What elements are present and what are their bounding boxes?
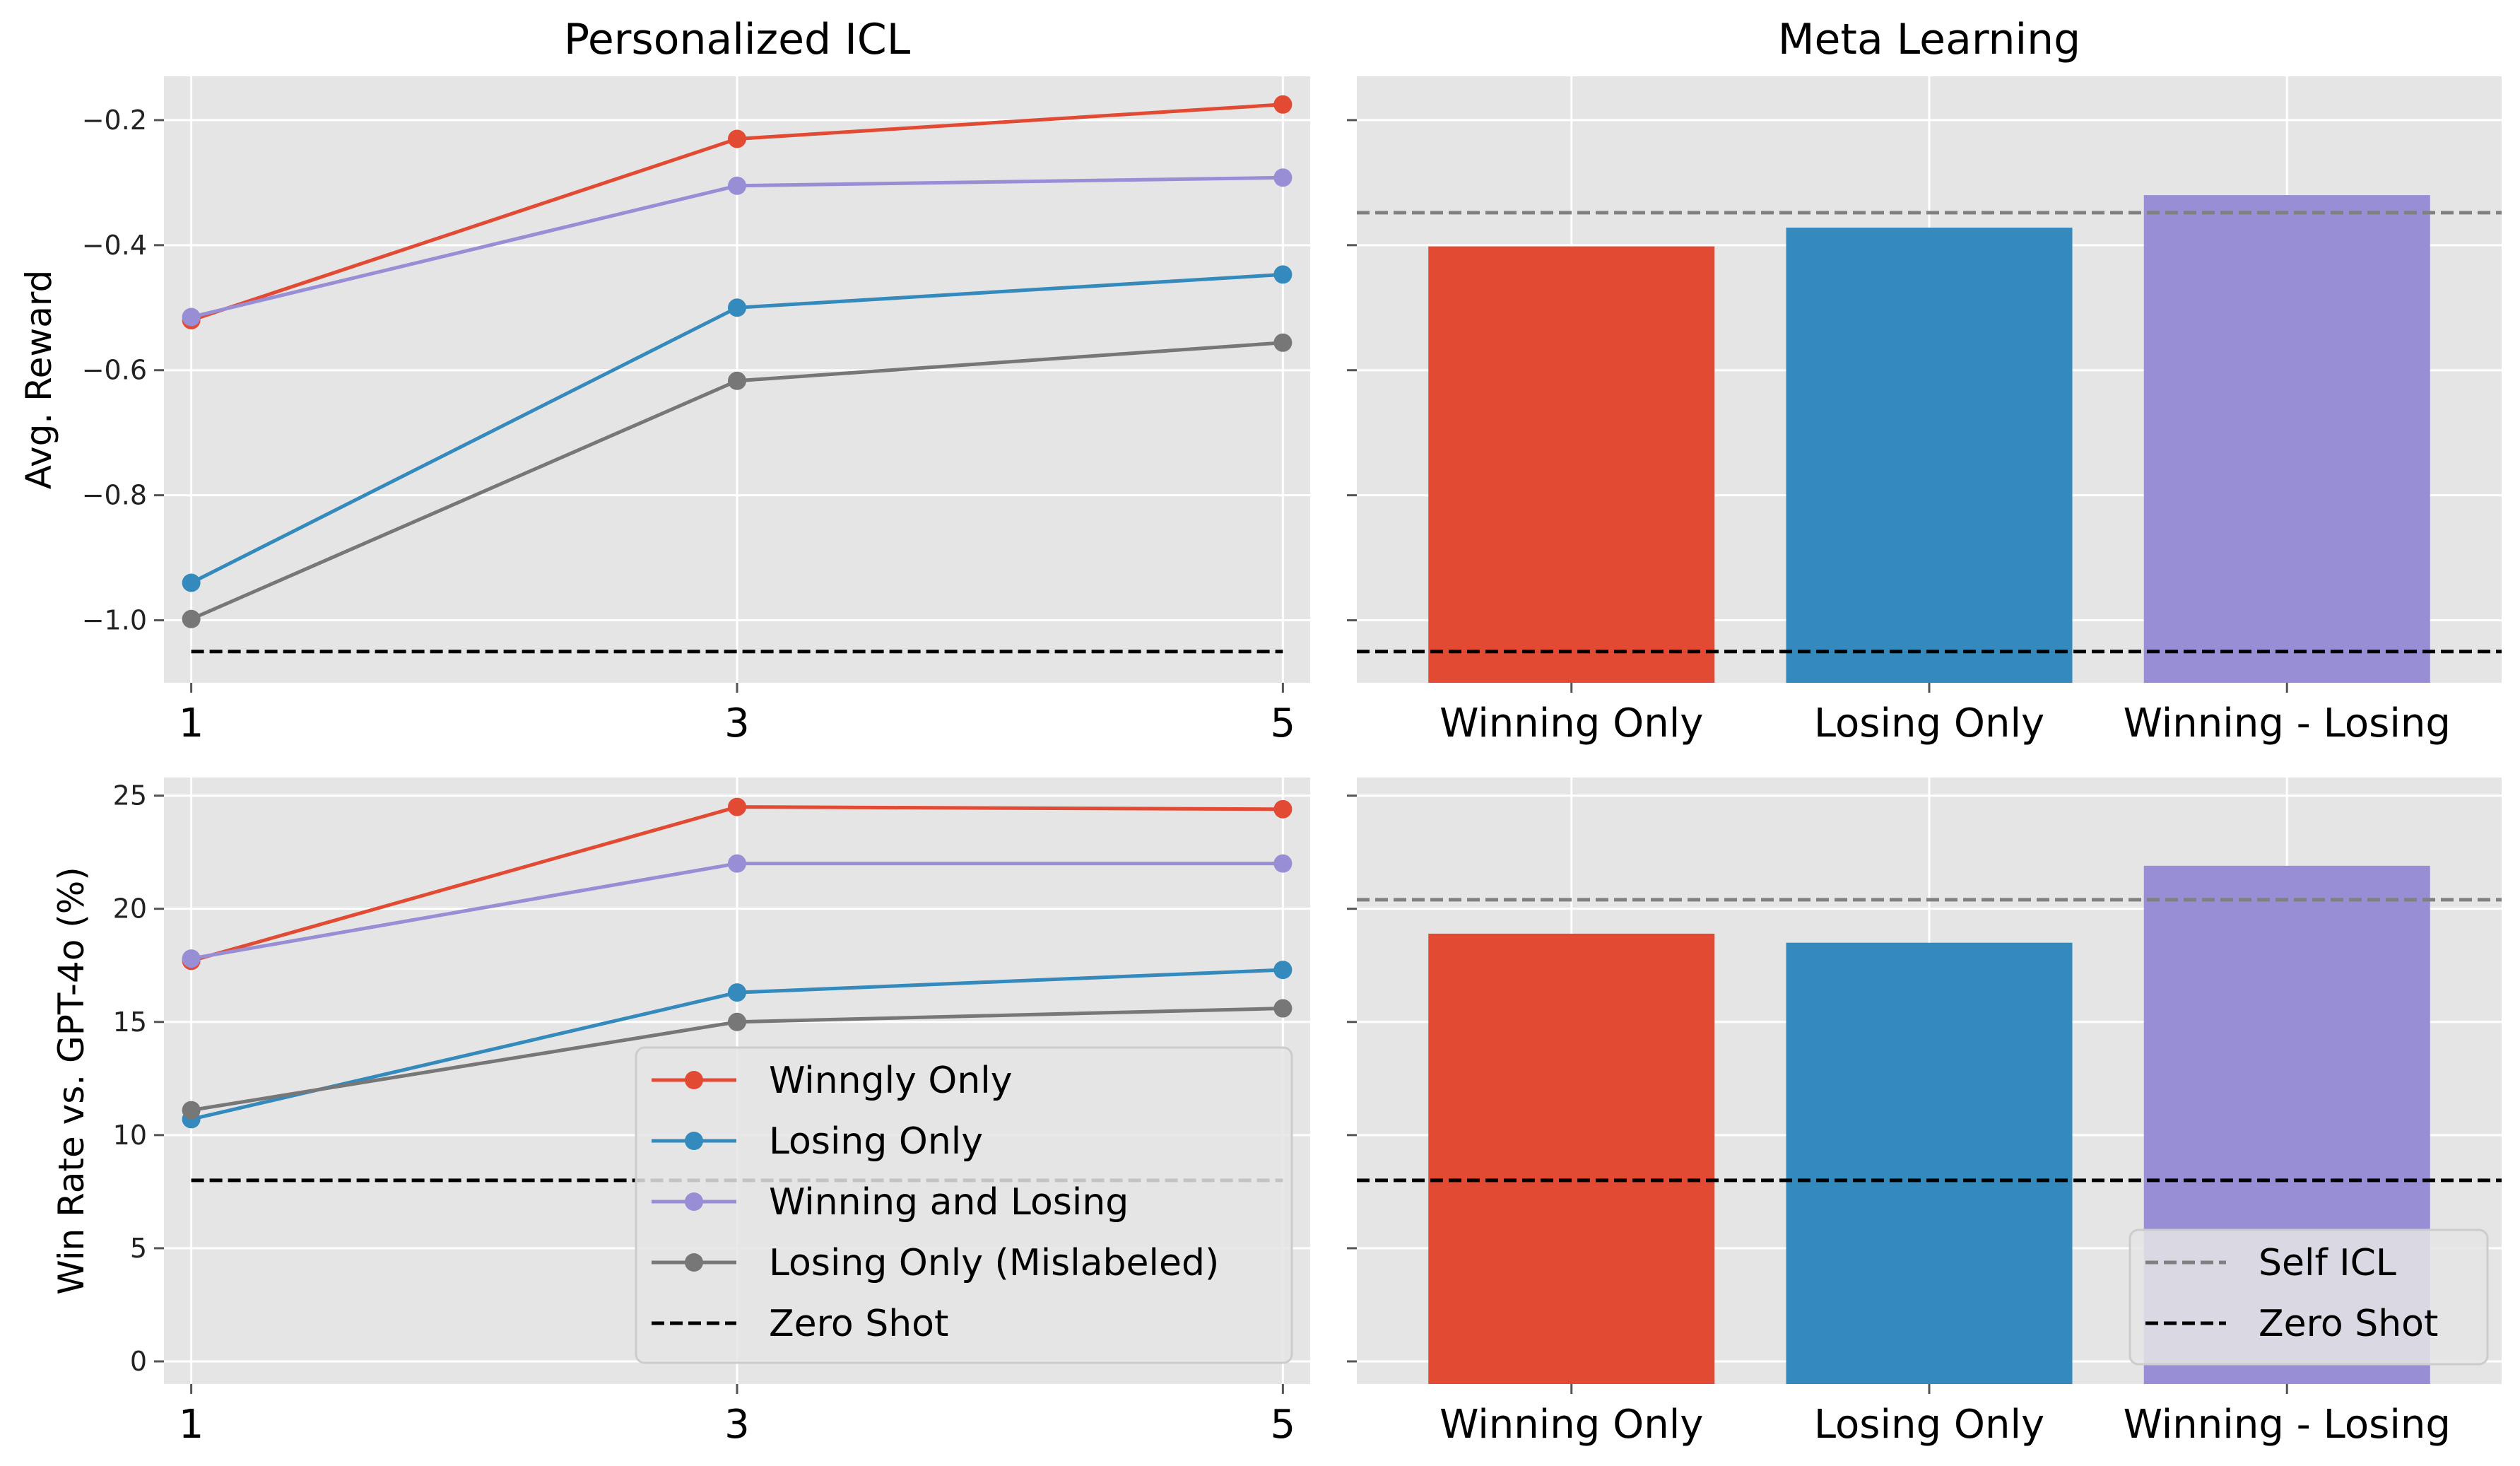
bar-losing-only — [1786, 228, 2073, 683]
legend-marker-winning-and-losing — [685, 1192, 703, 1211]
legend-label-winngly-only: Winngly Only — [769, 1060, 1013, 1102]
legend-label-losing-only: Losing Only — [769, 1120, 983, 1163]
data-point-losing-only-mislabeled — [1273, 333, 1293, 352]
x-tick-label: Winning Only — [1439, 700, 1703, 746]
data-point-winning-and-losing — [1273, 854, 1293, 873]
y-tick-label: 15 — [113, 1007, 147, 1038]
legend-line-panel: Winngly Only Losing Only Winning and Los… — [635, 1046, 1293, 1364]
legend-label-losing-only-mislabeled: Losing Only (Mislabeled) — [769, 1242, 1219, 1284]
y-tick-label: −0.6 — [82, 355, 147, 386]
y-tick-label: 25 — [113, 780, 147, 811]
x-tick-label: 5 — [1271, 700, 1296, 746]
chart-title-personalized-icl: Personalized ICL — [564, 15, 911, 64]
legend-marker-winngly-only — [685, 1071, 703, 1089]
y-tick-label: −1.0 — [82, 605, 147, 636]
x-tick-label: 3 — [724, 700, 750, 746]
y-tick-label: 0 — [130, 1346, 147, 1377]
data-point-losing-only — [728, 983, 746, 1002]
chart-title-meta-learning: Meta Learning — [1778, 15, 2081, 64]
bar-losing-only — [1786, 942, 2073, 1384]
y-tick-label: 20 — [113, 893, 147, 925]
bar-winning-only — [1428, 933, 1715, 1384]
x-tick-label: 1 — [179, 1402, 204, 1448]
x-tick-label: 5 — [1271, 1402, 1296, 1448]
y-tick-label: −0.8 — [82, 480, 147, 511]
x-tick-label: Winning - Losing — [2124, 1402, 2451, 1448]
legend-label-zero-shot: Zero Shot — [2259, 1303, 2438, 1345]
data-point-losing-only-mislabeled — [1273, 999, 1293, 1018]
legend-marker-losing-only-mislabeled — [685, 1253, 703, 1272]
y-tick-label: 10 — [113, 1120, 147, 1151]
data-point-winning-and-losing — [728, 176, 746, 195]
legend-marker-losing-only — [685, 1132, 703, 1150]
x-tick-label: 3 — [724, 1402, 750, 1448]
data-point-losing-only — [182, 573, 201, 592]
data-point-winngly-only — [1273, 95, 1293, 114]
data-point-losing-only-mislabeled — [182, 1101, 201, 1120]
x-tick-label: 1 — [179, 700, 204, 746]
y-axis-label-avg-reward: Avg. Reward — [18, 270, 59, 490]
data-point-winngly-only — [728, 129, 746, 148]
data-point-losing-only — [1273, 961, 1293, 980]
legend-label-zero-shot: Zero Shot — [769, 1303, 948, 1345]
data-point-winning-and-losing — [1273, 168, 1293, 187]
data-point-losing-only-mislabeled — [728, 371, 746, 390]
ticks-layer: −1.0 −0.8 −0.6 −0.4 −0.2 1 3 5 Winning Only Losin… — [82, 105, 2451, 1448]
x-tick-label: Winning Only — [1439, 1402, 1703, 1448]
data-point-winning-and-losing — [728, 854, 746, 873]
legend-label-self-icl: Self ICL — [2259, 1242, 2396, 1284]
legend-box — [635, 1046, 1293, 1364]
data-point-winngly-only — [1273, 799, 1293, 819]
data-point-losing-only — [728, 298, 746, 317]
y-axis-label-win-rate: Win Rate vs. GPT-4o (%) — [51, 867, 92, 1295]
bar-winning-only — [1428, 246, 1715, 683]
bar-winning-losing — [2143, 195, 2430, 683]
data-point-winngly-only — [728, 797, 746, 816]
data-point-losing-only-mislabeled — [182, 609, 201, 628]
x-tick-label: Winning - Losing — [2124, 700, 2451, 746]
data-point-losing-only — [1273, 265, 1293, 284]
legend-bar-panel: Self ICL Zero Shot — [2129, 1228, 2489, 1366]
legend-label-winning-and-losing: Winning and Losing — [769, 1181, 1129, 1224]
y-tick-label: −0.2 — [82, 105, 147, 136]
data-point-losing-only-mislabeled — [728, 1012, 746, 1031]
x-tick-label: Losing Only — [1814, 700, 2044, 746]
data-point-winning-and-losing — [182, 307, 201, 327]
data-point-winning-and-losing — [182, 949, 201, 968]
y-tick-label: −0.4 — [82, 230, 147, 261]
y-tick-label: 5 — [130, 1233, 147, 1264]
x-tick-label: Losing Only — [1814, 1402, 2044, 1448]
